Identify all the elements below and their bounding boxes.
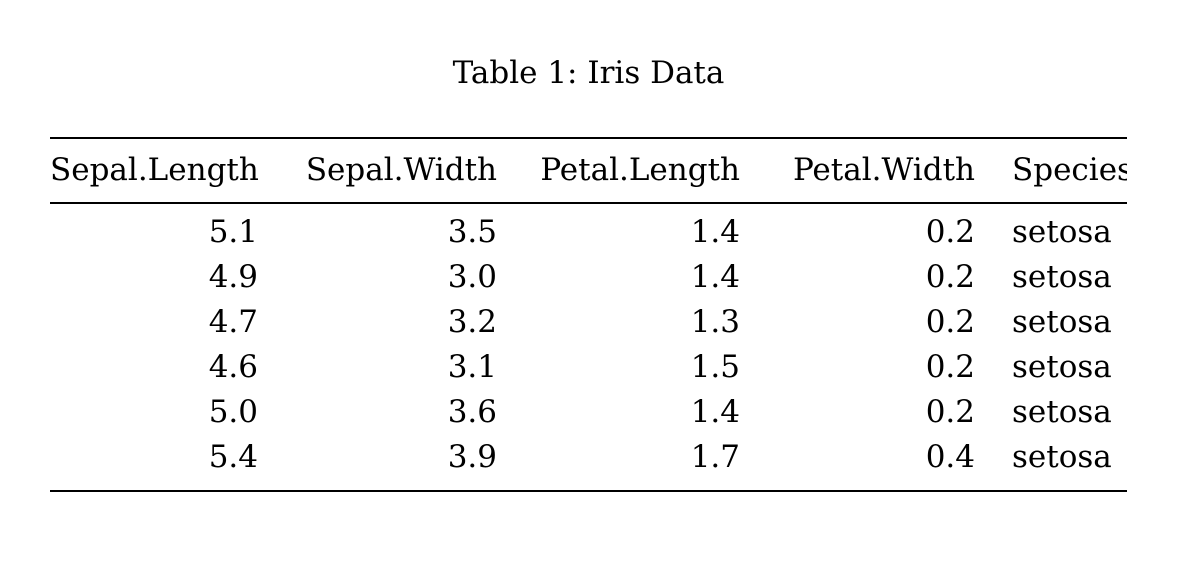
table-header-row: Sepal.Length Sepal.Width Petal.Length Pe… xyxy=(50,139,1127,204)
iris-table: Sepal.Length Sepal.Width Petal.Length Pe… xyxy=(50,137,1127,492)
table-cell-species: setosa xyxy=(1012,349,1112,385)
table-cell-species: setosa xyxy=(1012,304,1112,340)
table-cell-petal-width: 0.4 xyxy=(925,439,975,475)
table-cell-petal-length: 1.5 xyxy=(690,349,740,385)
table-row: 5.4 3.9 1.7 0.4 setosa xyxy=(50,435,1127,480)
column-header-sepal-width: Sepal.Width xyxy=(305,152,497,188)
column-header-petal-length: Petal.Length xyxy=(540,152,740,188)
table-caption: Table 1: Iris Data xyxy=(452,55,725,91)
table-cell-sepal-length: 5.4 xyxy=(208,439,258,475)
table-cell-sepal-width: 3.5 xyxy=(447,214,497,250)
table-cell-petal-width: 0.2 xyxy=(925,259,975,295)
table-cell-sepal-width: 3.9 xyxy=(447,439,497,475)
table-cell-petal-length: 1.7 xyxy=(690,439,740,475)
table-cell-sepal-width: 3.0 xyxy=(447,259,497,295)
table-cell-petal-width: 0.2 xyxy=(925,304,975,340)
table-cell-sepal-width: 3.6 xyxy=(447,394,497,430)
table-cell-sepal-length: 5.0 xyxy=(208,394,258,430)
table-cell-species: setosa xyxy=(1012,214,1112,250)
table-cell-species: setosa xyxy=(1012,259,1112,295)
table-row: 4.9 3.0 1.4 0.2 setosa xyxy=(50,255,1127,300)
table-cell-sepal-width: 3.1 xyxy=(447,349,497,385)
table-cell-sepal-length: 4.9 xyxy=(208,259,258,295)
table-body: 5.1 3.5 1.4 0.2 setosa 4.9 3.0 1.4 0.2 s… xyxy=(50,204,1127,490)
table-cell-sepal-length: 5.1 xyxy=(208,214,258,250)
table-cell-petal-length: 1.4 xyxy=(690,394,740,430)
table-row: 4.7 3.2 1.3 0.2 setosa xyxy=(50,300,1127,345)
table-cell-sepal-length: 4.7 xyxy=(208,304,258,340)
table-cell-sepal-width: 3.2 xyxy=(447,304,497,340)
table-cell-petal-width: 0.2 xyxy=(925,214,975,250)
table-cell-sepal-length: 4.6 xyxy=(208,349,258,385)
table-row: 4.6 3.1 1.5 0.2 setosa xyxy=(50,345,1127,390)
column-header-petal-width: Petal.Width xyxy=(792,152,975,188)
table-cell-petal-width: 0.2 xyxy=(925,394,975,430)
table-cell-species: setosa xyxy=(1012,439,1112,475)
table-cell-petal-length: 1.3 xyxy=(690,304,740,340)
table-row: 5.0 3.6 1.4 0.2 setosa xyxy=(50,390,1127,435)
column-header-sepal-length: Sepal.Length xyxy=(50,152,258,188)
table-row: 5.1 3.5 1.4 0.2 setosa xyxy=(50,210,1127,255)
table-cell-petal-length: 1.4 xyxy=(690,214,740,250)
table-cell-petal-width: 0.2 xyxy=(925,349,975,385)
column-header-species: Species xyxy=(1012,152,1127,188)
table-cell-petal-length: 1.4 xyxy=(690,259,740,295)
table-cell-species: setosa xyxy=(1012,394,1112,430)
